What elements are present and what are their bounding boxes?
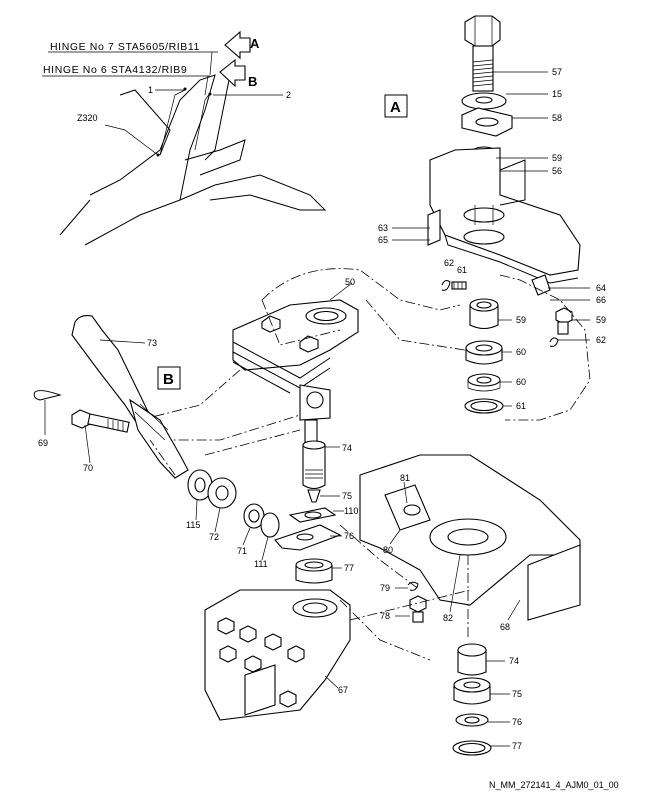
callout-1: 1 <box>148 85 153 95</box>
figure-id: N_MM_272141_4_AJM0_01_00 <box>489 780 619 790</box>
callout-72: 76 <box>344 531 354 541</box>
callout-59: 61 <box>457 265 467 275</box>
callout-80: 80 <box>383 545 393 555</box>
callout-82: 82 <box>443 613 453 623</box>
callout-numbers: 57 15 58 59 56 63 65 50 62 61 59 60 60 6… <box>38 67 606 751</box>
hinge-6-label: HINGE No 6 STA4132/RIB9 <box>43 64 187 76</box>
svg-text:B: B <box>163 371 174 388</box>
svg-text:A: A <box>390 99 401 116</box>
callout-56: 60 <box>516 347 526 357</box>
callout-52: 57 <box>552 67 562 77</box>
callout-55: 59 <box>516 315 526 325</box>
callout-73: 77 <box>344 563 354 573</box>
callout-60: 62 <box>444 258 454 268</box>
callout-70: 74 <box>342 443 352 453</box>
callout-71: 75 <box>342 491 352 501</box>
callout-60b: 62 <box>596 335 606 345</box>
callout-54: 59 <box>552 153 562 163</box>
callout-77: 77 <box>512 741 522 751</box>
callout-68: 72 <box>209 532 219 542</box>
aircraft-tail-sketch <box>59 69 327 246</box>
callout-79: 79 <box>380 583 390 593</box>
callout-115: 115 <box>186 520 200 530</box>
hinge-labels: HINGE No 7 STA5605/RIB11 HINGE No 6 STA4… <box>42 41 291 123</box>
callout-67: 71 <box>237 546 247 556</box>
callout-61: 63 <box>378 223 388 233</box>
leader-lines <box>44 71 590 747</box>
callout-69: 73 <box>147 338 157 348</box>
view-marker-b: B <box>157 366 181 390</box>
zone-label: Z320 <box>77 113 98 123</box>
arrow-a-label: A <box>250 36 260 51</box>
callout-58: 61 <box>516 401 526 411</box>
callout-59b: 59 <box>596 315 606 325</box>
view-a-assembly <box>139 15 591 441</box>
callout-61b: 64 <box>596 283 606 293</box>
callout-62: 65 <box>378 235 388 245</box>
callout-111: 111 <box>254 559 268 569</box>
callout-74: 74 <box>509 656 519 666</box>
callout-62b: 66 <box>596 295 606 305</box>
view-arrows: A B <box>219 30 260 89</box>
callout-53: 58 <box>552 113 562 123</box>
callout-78: 78 <box>380 611 390 621</box>
callout-15: 15 <box>552 89 562 99</box>
callout-110: 110 <box>344 506 358 516</box>
callout-65: 69 <box>38 438 48 448</box>
callout-81: 81 <box>400 473 410 483</box>
callout-51: 56 <box>552 166 562 176</box>
callout-63: 67 <box>338 685 348 695</box>
callout-64: 68 <box>500 622 510 632</box>
callout-57: 60 <box>516 377 526 387</box>
callout-75: 75 <box>512 689 522 699</box>
callout-76: 76 <box>512 717 522 727</box>
view-marker-a: A <box>384 94 408 118</box>
hinge-7-label: HINGE No 7 STA5605/RIB11 <box>50 41 200 53</box>
callout-66: 70 <box>83 463 93 473</box>
view-b-assembly <box>33 315 581 756</box>
callout-2: 2 <box>286 90 291 100</box>
callout-50: 50 <box>345 277 355 287</box>
arrow-b-label: B <box>248 74 257 89</box>
